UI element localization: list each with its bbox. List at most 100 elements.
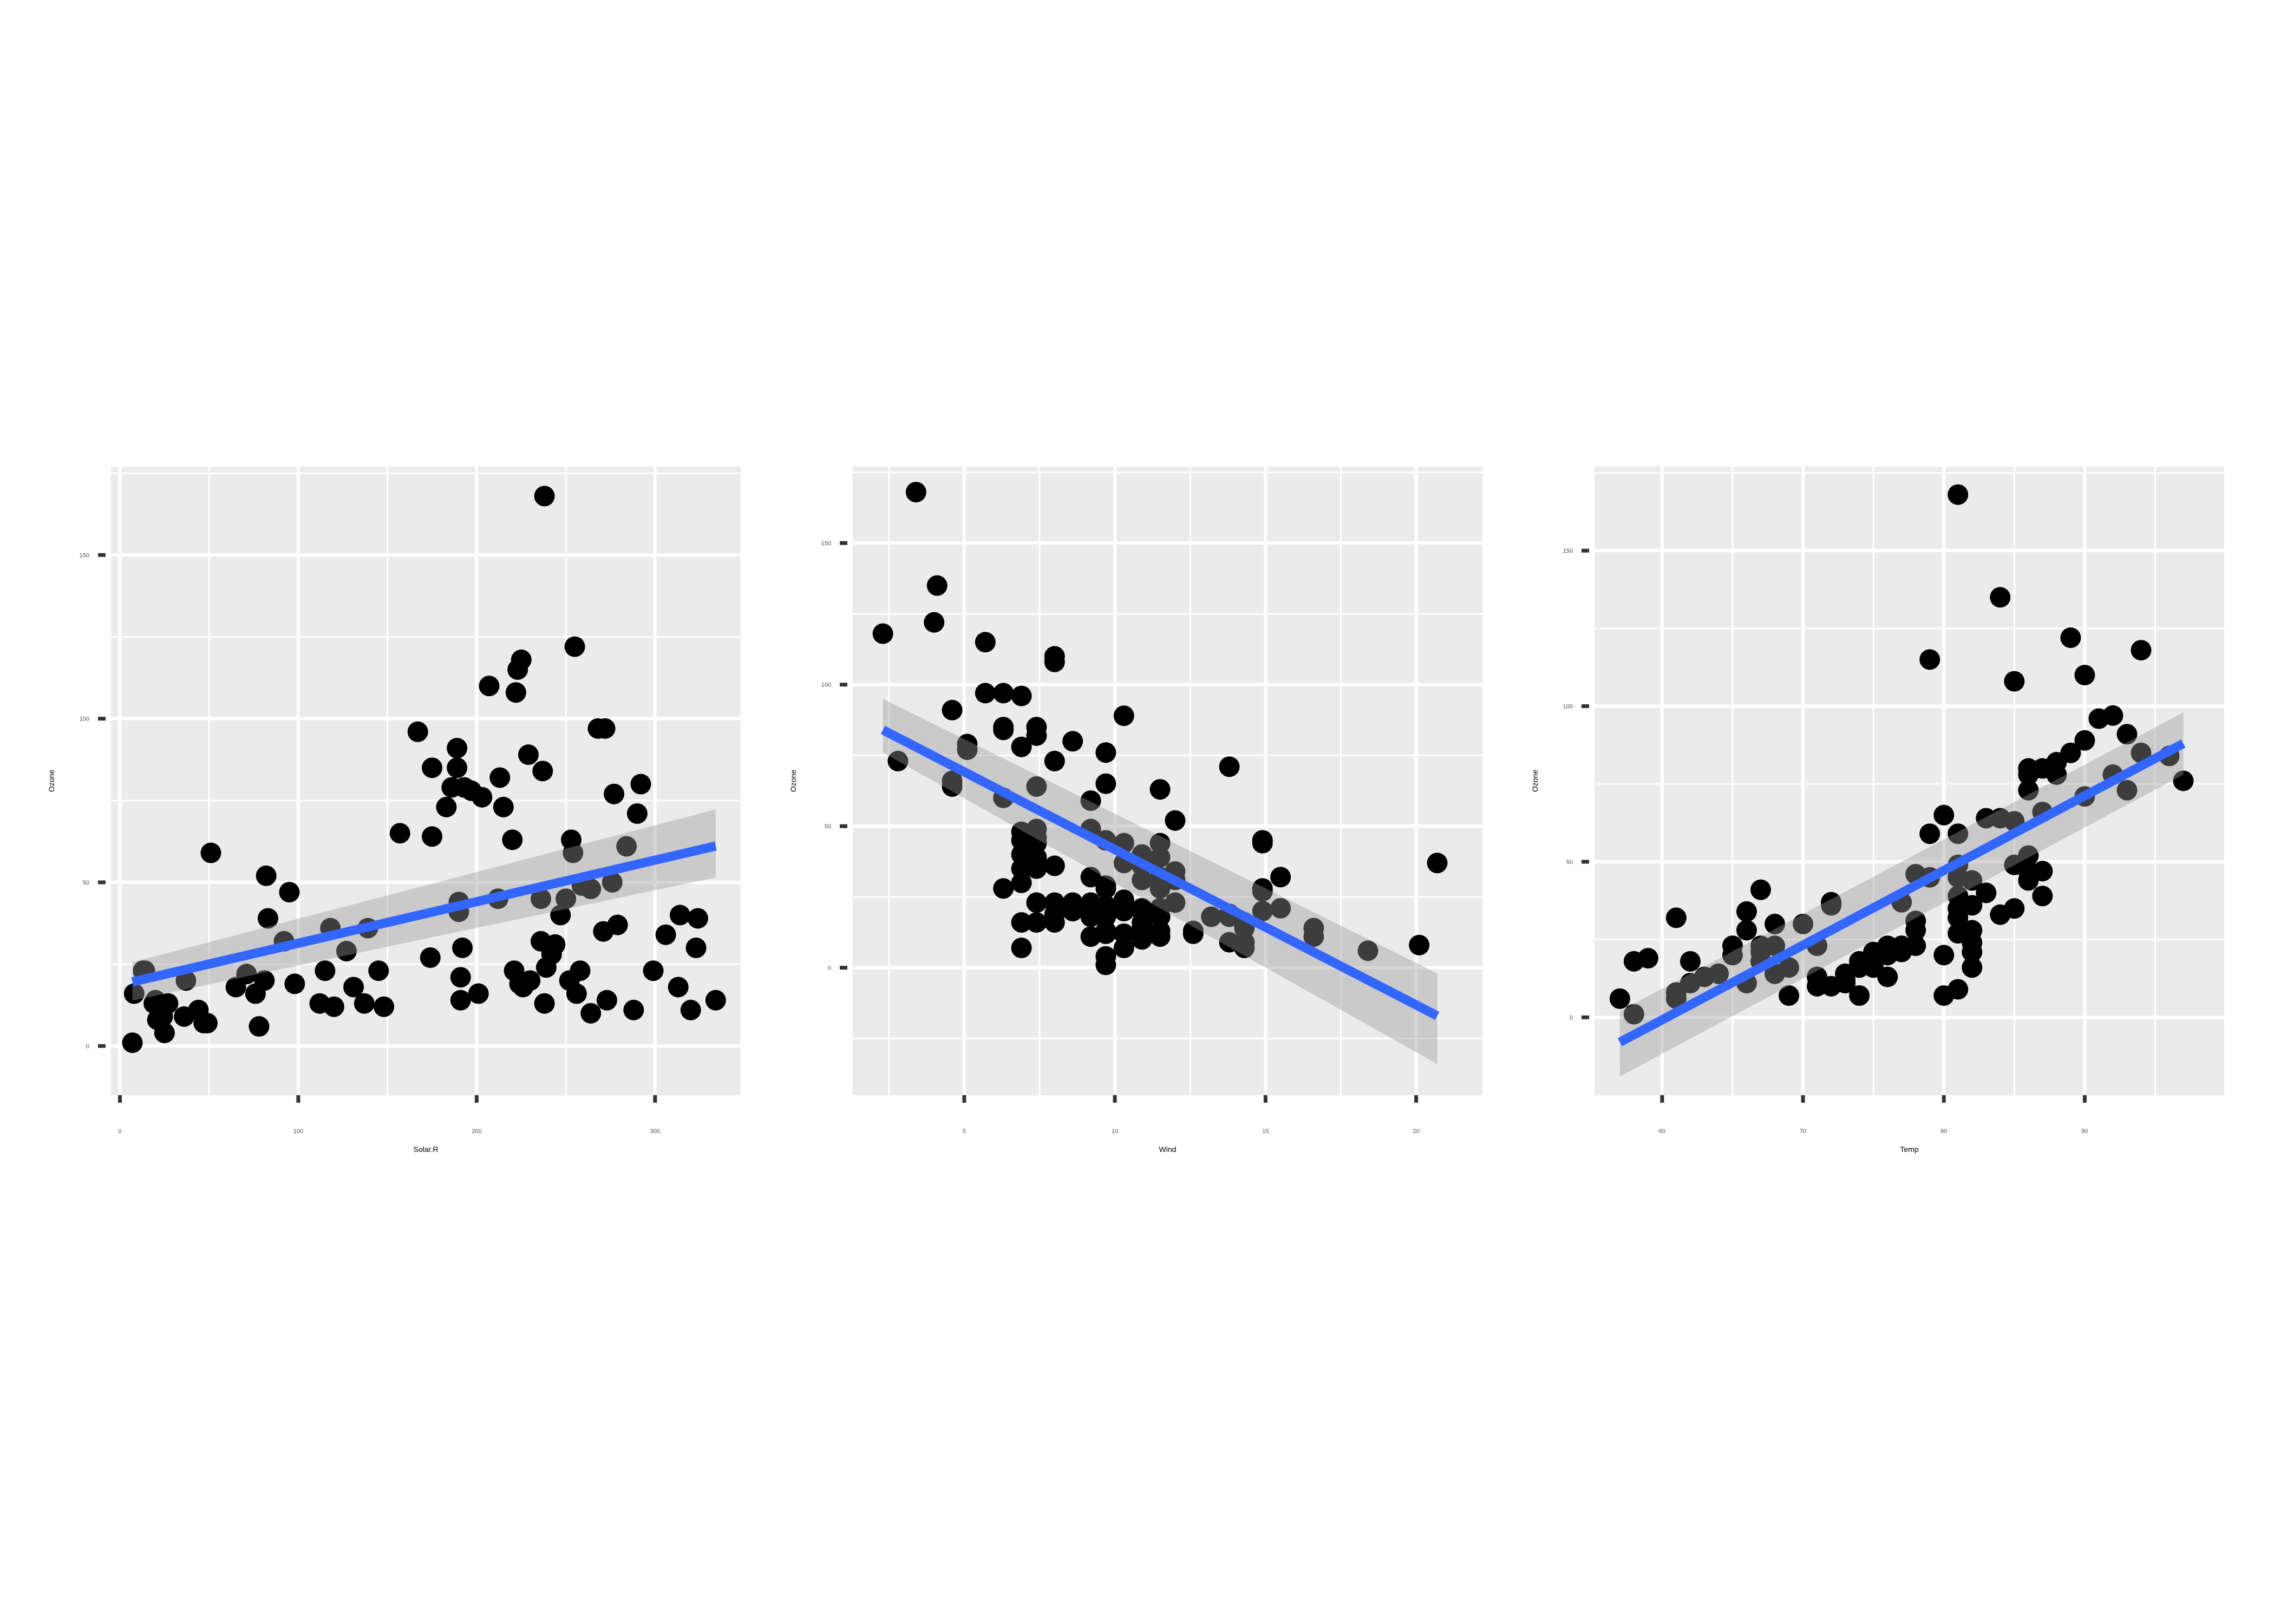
data-point <box>655 924 676 945</box>
data-point <box>2004 898 2025 919</box>
data-point <box>1026 912 1047 933</box>
data-point <box>532 761 553 782</box>
data-point <box>926 575 948 596</box>
data-point <box>1044 855 1065 876</box>
data-point <box>2074 730 2095 751</box>
data-point <box>1080 790 1101 811</box>
x-tick-label: 80 <box>1940 1128 1947 1135</box>
data-point <box>1722 945 1743 966</box>
data-point <box>942 776 963 797</box>
data-point <box>1252 881 1273 902</box>
data-point <box>1765 935 1786 957</box>
data-point <box>905 482 926 503</box>
data-point <box>502 829 523 850</box>
data-point <box>685 937 707 958</box>
data-point <box>422 826 443 847</box>
data-point <box>1149 906 1171 927</box>
data-point <box>354 993 375 1014</box>
y-axis-title: Ozone <box>1531 770 1539 792</box>
data-point <box>607 914 628 935</box>
data-point <box>1637 948 1658 969</box>
data-point <box>489 767 511 788</box>
data-point <box>2046 764 2067 785</box>
y-tick-label: 150 <box>821 540 831 547</box>
data-point <box>1623 1004 1644 1025</box>
x-tick-label: 10 <box>1112 1128 1118 1135</box>
data-point <box>1095 773 1116 794</box>
data-point <box>520 970 541 991</box>
data-point <box>249 1016 270 1037</box>
data-point <box>1149 926 1171 947</box>
data-point <box>1793 913 1814 934</box>
data-point <box>1062 731 1083 752</box>
data-point <box>1849 957 1870 978</box>
data-point <box>1877 966 1898 987</box>
data-point <box>468 983 489 1004</box>
data-point <box>616 836 637 857</box>
data-point <box>563 842 584 863</box>
data-point <box>1149 878 1171 899</box>
y-tick-label: 100 <box>1563 704 1573 710</box>
data-point <box>872 623 893 644</box>
data-point <box>1080 867 1101 888</box>
data-point <box>1905 920 1926 941</box>
data-point <box>493 796 514 817</box>
data-point <box>1736 901 1757 922</box>
data-point <box>993 719 1014 741</box>
data-point <box>1095 878 1116 899</box>
x-tick-label: 60 <box>1659 1128 1665 1135</box>
data-point <box>279 882 300 903</box>
data-point <box>1201 906 1222 927</box>
data-point <box>407 721 428 742</box>
data-point <box>511 649 532 670</box>
data-point <box>1026 725 1047 746</box>
data-point <box>1026 833 1047 854</box>
data-point <box>343 977 364 998</box>
data-point <box>1765 913 1786 934</box>
data-point <box>545 934 566 955</box>
x-tick-label: 15 <box>1262 1128 1269 1135</box>
data-point <box>566 983 587 1004</box>
data-point <box>1026 776 1047 797</box>
data-point <box>1095 923 1116 944</box>
data-point <box>1165 810 1186 831</box>
data-point <box>1665 907 1687 928</box>
data-point <box>472 787 493 808</box>
wind-panel: 5 10 15 20 0 50 100 150 Wind Ozone <box>789 467 1482 1154</box>
data-point <box>1736 920 1757 941</box>
data-point <box>1962 870 1983 891</box>
data-point <box>993 878 1014 899</box>
data-point <box>1948 484 1969 505</box>
data-point <box>942 699 963 721</box>
data-point <box>1149 779 1171 800</box>
data-point <box>1026 858 1047 879</box>
data-point <box>2018 845 2039 866</box>
data-point <box>505 682 526 703</box>
data-point <box>531 888 552 909</box>
data-point <box>669 905 690 926</box>
y-tick-label: 150 <box>1563 548 1573 554</box>
confidence-band <box>883 698 1437 1064</box>
data-point <box>1919 823 1940 844</box>
x-tick-label: 70 <box>1800 1128 1806 1135</box>
data-point <box>1750 879 1772 900</box>
x-tick-label: 100 <box>293 1128 303 1135</box>
data-point <box>422 757 443 778</box>
data-point <box>1409 934 1430 955</box>
data-point <box>154 1023 175 1044</box>
data-point <box>518 744 539 765</box>
data-point <box>1990 587 2011 608</box>
y-tick-label: 50 <box>825 823 831 830</box>
data-point <box>2116 724 2138 745</box>
regression-line <box>880 725 1440 1020</box>
data-point <box>580 1003 602 1024</box>
data-point <box>1919 649 1940 670</box>
data-point <box>1807 975 1828 997</box>
data-point <box>452 937 473 958</box>
data-point <box>1849 985 1870 1006</box>
confidence-band <box>132 809 716 1001</box>
data-point <box>1835 973 1856 994</box>
data-point <box>975 632 996 653</box>
data-point <box>705 990 726 1011</box>
